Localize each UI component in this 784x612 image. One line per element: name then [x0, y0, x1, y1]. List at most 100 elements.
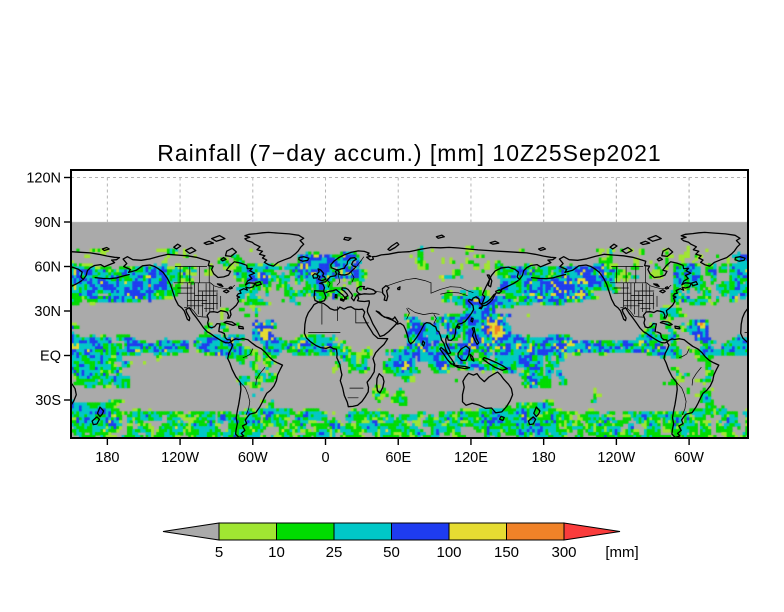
- coastline-great-britain: [315, 268, 327, 282]
- coastline-southampton: [656, 256, 664, 262]
- y-tick-label: 90N: [34, 215, 61, 231]
- border-as-burma: [433, 314, 437, 324]
- coastline-sakhalin: [51, 275, 56, 287]
- coastline-nz-south-island: [91, 416, 101, 426]
- coastline-iceland: [734, 256, 746, 262]
- coastline-sardinia: [334, 294, 338, 299]
- colorbar-labels: 5 10 25 50 100 150 300 [mm]: [215, 544, 639, 561]
- coastline-victoria-island: [621, 246, 633, 255]
- rainfall-raster: [71, 170, 748, 438]
- colorbar-tick-label: 50: [383, 544, 400, 561]
- coastline-great-lakes-s: [659, 289, 666, 294]
- coastline-hainan: [21, 326, 24, 328]
- x-tick-label: 180: [532, 450, 556, 466]
- border-sa-andes: [676, 381, 687, 416]
- coastline-south-america: [663, 338, 720, 438]
- x-tick-label: 180: [95, 450, 119, 466]
- colorbar-segment: [333, 522, 392, 541]
- coastline-sumatra: [439, 346, 456, 365]
- border-as-himalaya: [407, 307, 440, 315]
- colorbar-over-arrow: [563, 522, 621, 541]
- coastline-australia: [71, 382, 77, 407]
- world-copy: [20, 241, 121, 426]
- y-tick-label: 120N: [26, 171, 61, 187]
- coastline-wrangel: [537, 246, 547, 252]
- coastline-novaya-zemlya: [387, 241, 400, 252]
- y-tick-label: 30N: [34, 304, 61, 320]
- coastline-borneo: [22, 346, 34, 361]
- colorbar-segment: [276, 522, 335, 541]
- x-tick-label: 60W: [674, 450, 704, 466]
- coastline-banks-island: [173, 243, 182, 250]
- coastline-australia: [461, 371, 514, 414]
- x-tick-label: 120W: [597, 450, 635, 466]
- coastline-nz-north-island: [533, 406, 541, 418]
- colorbar-unit-label: [mm]: [605, 544, 638, 561]
- coastline-philippines: [36, 328, 43, 345]
- coastline-cuba: [659, 320, 673, 327]
- coastline-java: [20, 365, 33, 369]
- coastline-kuril-islands: [500, 279, 519, 291]
- border-us-mexico: [620, 306, 644, 318]
- x-tick-label: 0: [321, 450, 329, 466]
- coastline-tasmania: [498, 415, 505, 422]
- coastline-africa: [740, 306, 748, 344]
- x-tick-label: 60E: [385, 450, 411, 466]
- coastline-great-lakes-w: [216, 283, 224, 288]
- gridlines: [71, 177, 748, 222]
- coastline-aral-sea: [396, 286, 401, 291]
- coastline-japan-hokkaido: [59, 290, 65, 293]
- coastline-hispaniola: [237, 325, 245, 330]
- coastline-taiwan: [470, 317, 474, 323]
- coastline-devon-island: [639, 240, 651, 246]
- colorbar-segment: [448, 522, 507, 541]
- coastline-svalbard: [343, 236, 352, 242]
- x-tick-label: 120W: [161, 450, 199, 466]
- coastline-med-north-coast: [325, 287, 359, 302]
- coastline-japan-honshu: [480, 292, 497, 307]
- coastline-cuba: [223, 320, 237, 327]
- coastline-nz-south-island: [527, 416, 537, 426]
- chart-title: Rainfall (7−day accum.) [mm] 10Z25Sep202…: [157, 140, 662, 166]
- coastline-sri-lanka: [421, 340, 426, 347]
- coastline-ireland: [749, 274, 754, 279]
- x-tick-label: 60W: [238, 450, 268, 466]
- coastline-iberia: [750, 291, 760, 302]
- coastline-hispaniola: [674, 325, 681, 330]
- colorbar-tick-label: 300: [551, 544, 576, 561]
- axis-labels: 180 120W 60W 0 60E 120E 180 120W 60W 120N 90N 60N 30…: [26, 171, 704, 466]
- colorbar-tick-label: 5: [215, 544, 223, 561]
- coastline-sicily: [339, 298, 345, 302]
- coastline-wrangel: [101, 246, 110, 252]
- x-tick-label: 120E: [454, 450, 488, 466]
- coastline-south-america: [227, 338, 284, 438]
- colorbar-under-arrow: [162, 522, 220, 541]
- coastline-devon-island: [203, 240, 215, 246]
- coastline-new-siberian-is: [54, 241, 63, 244]
- coastline-africa: [303, 301, 389, 408]
- border-sa-brazil-w: [691, 367, 702, 386]
- coastline-banks-island: [609, 243, 618, 250]
- coastline-sakhalin: [486, 274, 493, 288]
- border-us-mexico: [183, 306, 208, 318]
- coastline-japan-kyushu: [478, 305, 484, 310]
- coastline-greenland: [244, 231, 305, 267]
- coastline-japan-hokkaido: [495, 289, 503, 294]
- coastline-great-lakes-w: [653, 283, 660, 288]
- border-as-mongolia-n: [20, 287, 37, 294]
- coastline-black-sea: [356, 285, 377, 296]
- colorbar-segment: [218, 522, 277, 541]
- coastline-ireland: [312, 272, 319, 279]
- coastline-hainan: [456, 325, 461, 330]
- coastline-newfoundland: [690, 280, 699, 287]
- colorbar-segment: [391, 522, 450, 541]
- coastline-philippines: [471, 326, 480, 346]
- coastline-ellesmere: [647, 234, 662, 242]
- y-tick-label: EQ: [40, 348, 61, 364]
- plot-frame: [70, 169, 749, 439]
- coastline-borneo: [457, 345, 471, 362]
- coastline-sulawesi: [469, 353, 475, 362]
- y-tick-label: 60N: [34, 259, 61, 275]
- coastline-nz-north-island: [96, 406, 105, 418]
